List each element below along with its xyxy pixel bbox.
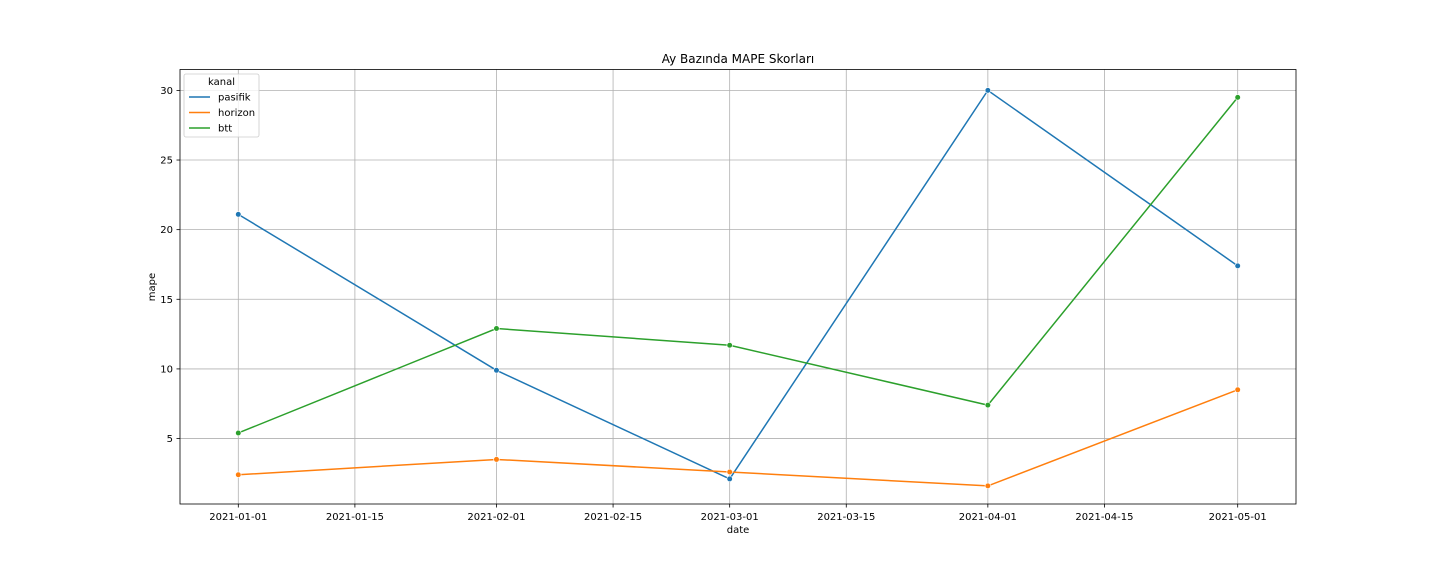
y-tick-label: 10 [160, 364, 173, 375]
data-point-horizon [1234, 386, 1241, 393]
x-tick-label: 2021-04-15 [1075, 512, 1133, 523]
series-lines [235, 87, 1241, 489]
x-axis-label: date [727, 525, 750, 536]
y-tick-label: 30 [160, 86, 173, 97]
y-tick-label: 15 [160, 295, 173, 306]
x-tick-label: 2021-01-15 [326, 512, 384, 523]
data-point-btt [726, 342, 733, 349]
legend-label-horizon: horizon [218, 108, 255, 119]
x-tick-label: 2021-01-01 [209, 512, 267, 523]
data-point-horizon [984, 482, 991, 489]
data-point-pasifik [235, 211, 242, 218]
data-point-btt [984, 402, 991, 409]
data-point-pasifik [984, 87, 991, 94]
legend-label-pasifik: pasifik [218, 93, 251, 104]
y-tick-label: 20 [160, 225, 173, 236]
x-tick-label: 2021-02-01 [467, 512, 525, 523]
data-point-btt [1234, 94, 1241, 101]
series-line-horizon [238, 389, 1238, 487]
legend: kanal pasifik horizon btt [183, 73, 260, 138]
data-point-horizon [235, 471, 242, 478]
series-line-pasifik [237, 89, 1239, 480]
legend-label-btt: btt [218, 124, 232, 135]
x-axis: 2021-01-01 2021-01-15 2021-02-01 2021-02-15… [209, 504, 1267, 523]
data-point-pasifik [493, 367, 500, 374]
series-line-btt [238, 96, 1239, 434]
y-tick-label: 25 [160, 156, 173, 167]
data-point-horizon [726, 468, 733, 476]
data-point-pasifik [1234, 262, 1241, 269]
data-point-btt [493, 325, 500, 332]
chart-title: Ay Bazında MAPE Skorları [662, 52, 814, 66]
x-tick-label: 2021-05-01 [1209, 512, 1267, 523]
y-tick-label: 5 [167, 434, 173, 445]
data-point-pasifik [726, 475, 733, 483]
x-tick-label: 2021-04-01 [959, 512, 1017, 523]
plot-frame [179, 69, 1297, 505]
y-axis: 5 10 15 20 25 30 [160, 86, 180, 445]
x-tick-label: 2021-03-15 [817, 512, 875, 523]
data-point-btt [235, 429, 242, 437]
legend-box [183, 73, 260, 138]
x-tick-label: 2021-02-15 [584, 512, 642, 523]
y-axis-label: mape [147, 273, 158, 301]
data-point-horizon [493, 456, 500, 463]
x-tick-label: 2021-03-01 [701, 512, 759, 523]
legend-title: kanal [208, 77, 235, 88]
grid-lines [180, 69, 1296, 504]
